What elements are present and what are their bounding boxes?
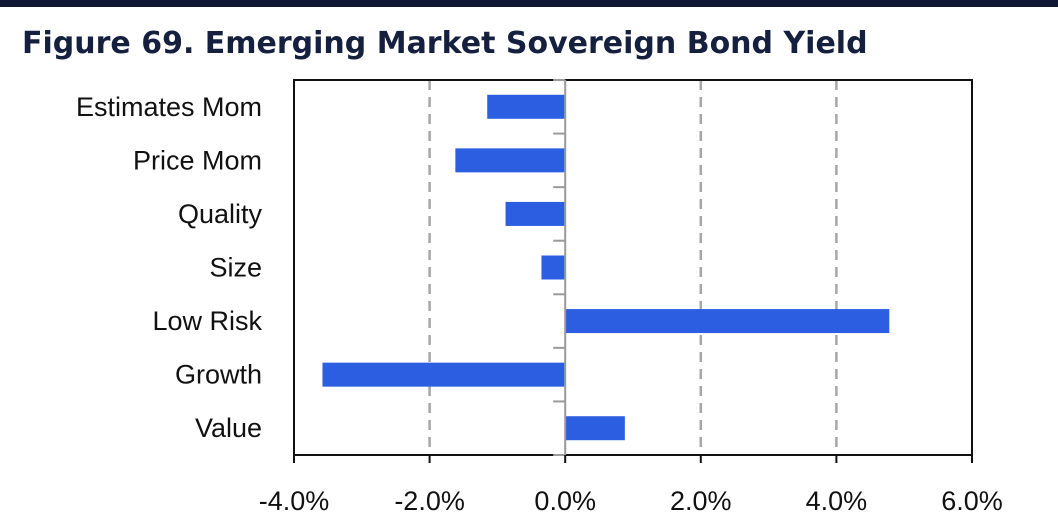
- bar-low-risk: [565, 309, 890, 334]
- category-label-growth: Growth: [175, 360, 262, 390]
- bar-quality: [505, 201, 566, 226]
- x-tick-labels: -4.0% -2.0% 0.0% 2.0% 4.0% 6.0%: [259, 486, 1003, 516]
- bar-price-mom: [455, 148, 566, 173]
- x-tick-label-5: 6.0%: [941, 486, 1003, 516]
- category-label-quality: Quality: [178, 199, 263, 229]
- category-label-price-mom: Price Mom: [133, 145, 262, 175]
- x-tick-label-1: -2.0%: [394, 486, 465, 516]
- bar-estimates-mom: [487, 94, 566, 119]
- category-label-estimates-mom: Estimates Mom: [76, 92, 262, 122]
- top-rule: [0, 0, 1058, 7]
- category-label-size: Size: [209, 253, 262, 283]
- chart-title: Figure 69. Emerging Market Sovereign Bon…: [22, 26, 868, 61]
- axes: [293, 79, 973, 463]
- x-tick-label-2: 0.0%: [534, 486, 596, 516]
- category-label-value: Value: [195, 413, 262, 443]
- x-tick-label-0: -4.0%: [259, 486, 330, 516]
- bar-size: [541, 255, 566, 280]
- plot-frame: [293, 79, 973, 456]
- x-tick-label-3: 2.0%: [670, 486, 732, 516]
- x-tick-label-4: 4.0%: [806, 486, 868, 516]
- bar-growth: [322, 362, 566, 387]
- category-label-low-risk: Low Risk: [152, 306, 262, 336]
- grid-lines: [428, 80, 838, 455]
- bars: [322, 94, 890, 441]
- bar-value: [565, 416, 625, 441]
- category-labels: Estimates Mom Price Mom Quality Size Low Ris…: [76, 92, 263, 443]
